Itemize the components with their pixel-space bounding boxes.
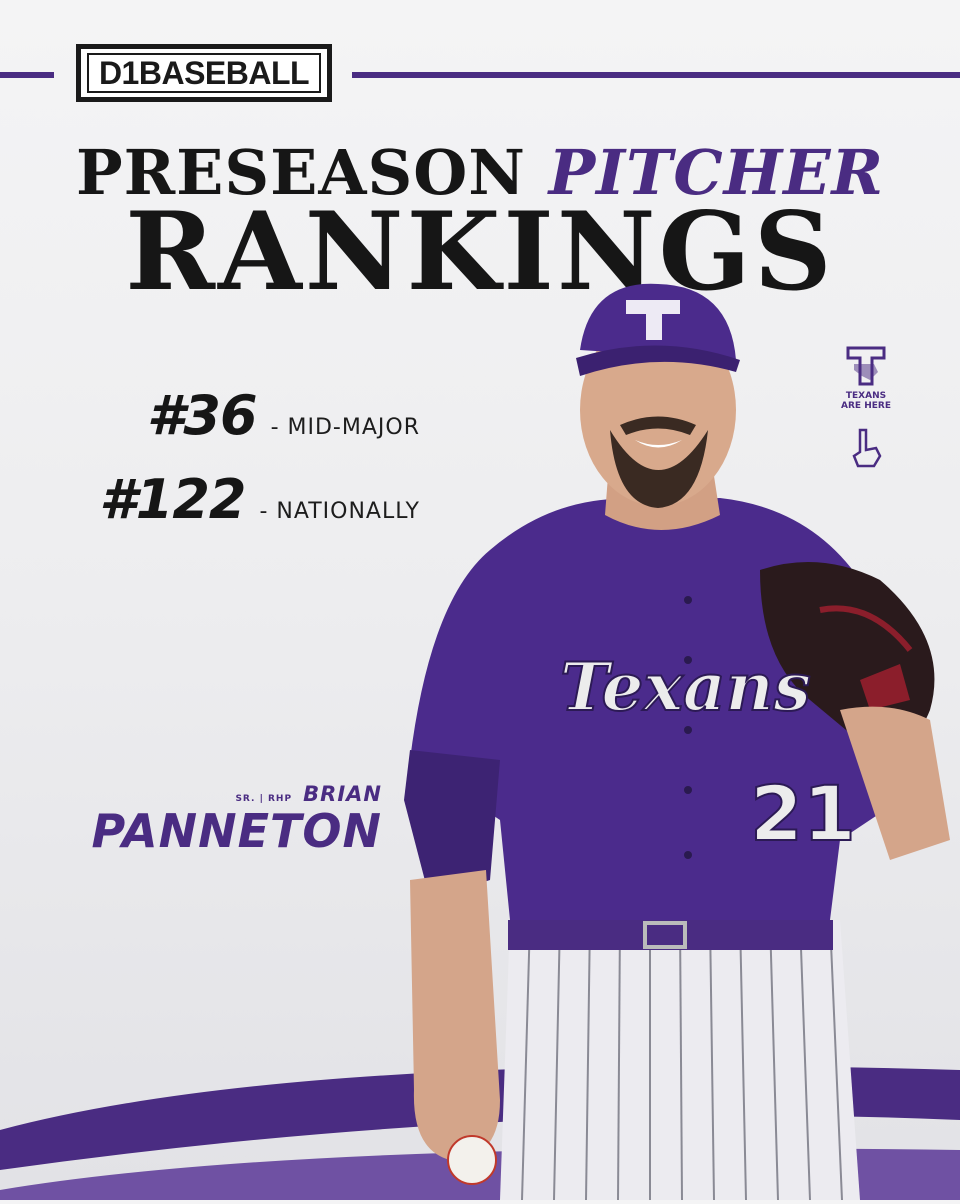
- player-photo: Texans 21: [390, 280, 960, 1204]
- headline-prefix: PRESEASON: [75, 136, 526, 209]
- ranking-mid-major: #36 - MID-MAJOR: [147, 384, 420, 447]
- headline-line-2: RANKINGS: [125, 189, 835, 315]
- texans-are-here-tagline: TEXANS ARE HERE: [836, 391, 896, 412]
- headline-line-1: PRESEASON PITCHER: [0, 136, 960, 209]
- header-rule-right: [352, 72, 960, 78]
- player-name-block: SR. | RHP BRIAN PANNETON: [92, 782, 383, 854]
- tagline-line-2: ARE HERE: [841, 400, 891, 411]
- rank-label: - NATIONALLY: [259, 499, 420, 524]
- header-rule-left: [0, 72, 54, 78]
- rank-number: #36: [146, 384, 258, 447]
- tagline-line-1: TEXANS: [845, 391, 887, 401]
- player-first-name: BRIAN: [303, 782, 382, 806]
- player-position: SR. | RHP: [235, 794, 293, 804]
- pinstripe-pants: [500, 919, 860, 1201]
- ranking-national: #122 - NATIONALLY: [99, 468, 420, 531]
- rank-number: #122: [99, 468, 246, 531]
- logo-text: D1BASEBALL: [98, 54, 310, 91]
- jersey-number-text: 21: [750, 769, 856, 858]
- hand-sign-icon: [836, 426, 896, 476]
- rank-label: - MID-MAJOR: [270, 415, 420, 440]
- team-t-logo-icon: [836, 344, 896, 392]
- d1baseball-logo: D1BASEBALL: [76, 44, 332, 102]
- player-last-name: PANNETON: [91, 804, 382, 858]
- headline-accent: PITCHER: [548, 136, 885, 209]
- player-position-line: SR. | RHP BRIAN: [92, 782, 383, 806]
